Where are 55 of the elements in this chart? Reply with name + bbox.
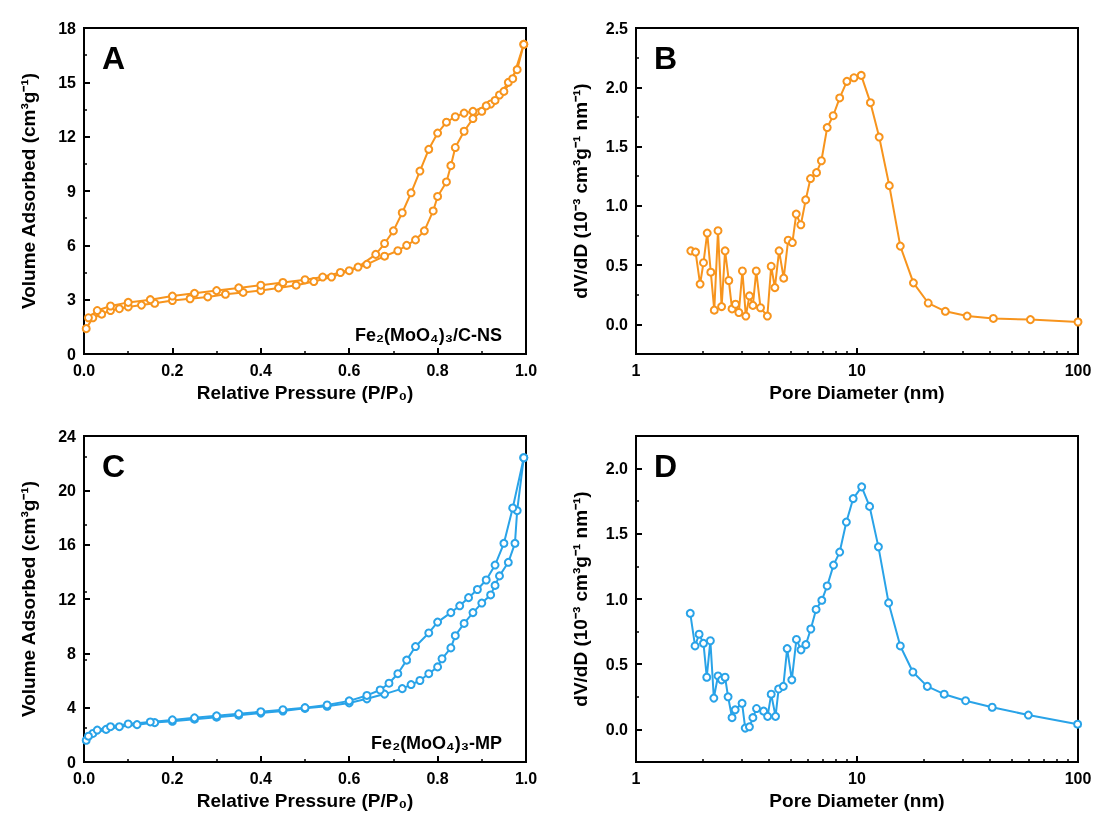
x-tick-label: 0.8 — [426, 361, 449, 379]
y-axis-title: dV/dD (10⁻³ cm³g⁻¹ nm⁻¹) — [570, 491, 591, 707]
y-tick-label: 0 — [67, 345, 77, 363]
y-tick-label: 8 — [67, 644, 77, 662]
x-tick-label: 0.4 — [249, 361, 273, 379]
x-tick-label: 0.6 — [338, 361, 361, 379]
x-tick-label: 1 — [631, 769, 641, 787]
x-tick-label: 1 — [631, 361, 641, 379]
y-tick-label: 0.5 — [605, 655, 629, 673]
y-tick-label: 6 — [67, 236, 77, 254]
x-tick-label: 1.0 — [514, 769, 538, 787]
annotation: C — [102, 448, 126, 484]
y-tick-label: 20 — [58, 481, 77, 499]
y-tick-label: 0.5 — [605, 256, 629, 274]
y-tick-label: 12 — [58, 128, 77, 146]
y-tick-label: 4 — [67, 699, 77, 717]
y-tick-label: 2.0 — [605, 460, 629, 478]
y-tick-label: 12 — [58, 590, 77, 608]
x-tick-label: 100 — [1064, 361, 1092, 379]
y-tick-label: 9 — [67, 182, 77, 200]
y-tick-label: 1.0 — [605, 197, 629, 215]
y-tick-label: 18 — [58, 19, 77, 37]
x-tick-label: 0.8 — [426, 769, 449, 787]
y-tick-label: 2.5 — [605, 19, 629, 37]
x-tick-label: 0.2 — [161, 361, 184, 379]
x-tick-label: 10 — [848, 769, 866, 787]
y-tick-label: 1.5 — [605, 138, 629, 156]
y-tick-label: 2.0 — [605, 78, 629, 96]
y-tick-label: 3 — [67, 291, 77, 309]
x-axis-title: Pore Diameter (nm) — [769, 381, 945, 403]
y-tick-label: 16 — [58, 536, 77, 554]
x-tick-label: 1.0 — [514, 361, 538, 379]
annotation: D — [654, 448, 678, 484]
y-tick-label: 0.0 — [605, 315, 629, 333]
annotation: A — [102, 40, 126, 76]
y-tick-label: 0.0 — [605, 720, 629, 738]
y-tick-label: 1.0 — [605, 590, 629, 608]
y-axis-title: dV/dD (10⁻³ cm³g⁻¹ nm⁻¹) — [570, 83, 591, 299]
x-tick-label: 0.6 — [338, 769, 361, 787]
y-axis-title: Volume Adsorbed (cm³g⁻¹) — [18, 72, 39, 310]
annotation: Fe₂(MoO₄)₃/C-NS — [355, 325, 503, 345]
y-tick-label: 0 — [67, 753, 77, 771]
x-axis-title: Relative Pressure (P/P₀) — [196, 789, 414, 811]
y-tick-label: 15 — [58, 73, 77, 91]
annotation: Fe₂(MoO₄)₃-MP — [371, 733, 503, 753]
y-tick-label: 1.5 — [605, 525, 629, 543]
x-tick-label: 0.2 — [161, 769, 184, 787]
annotation: B — [654, 40, 678, 76]
x-tick-label: 100 — [1064, 769, 1092, 787]
x-tick-label: 10 — [848, 361, 866, 379]
x-axis-title: Relative Pressure (P/P₀) — [196, 381, 414, 403]
y-tick-label: 24 — [58, 427, 77, 445]
x-axis-title: Pore Diameter (nm) — [769, 789, 945, 811]
x-tick-label: 0.4 — [249, 769, 273, 787]
y-axis-title: Volume Adsorbed (cm³g⁻¹) — [18, 480, 39, 718]
